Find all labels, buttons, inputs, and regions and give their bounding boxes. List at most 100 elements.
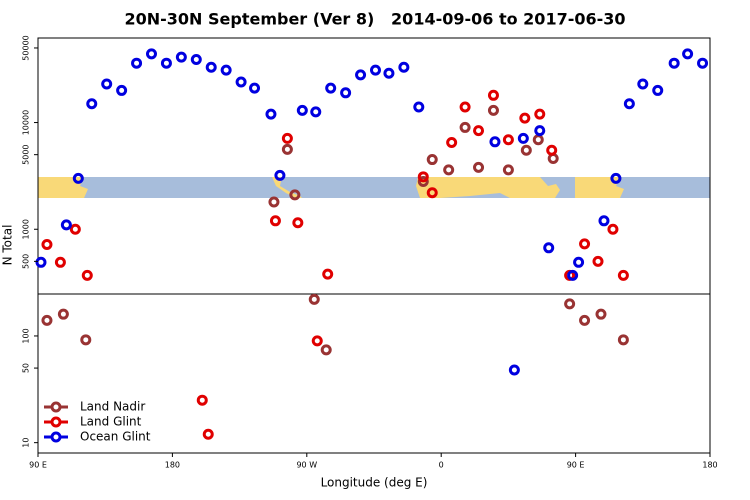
point — [355, 69, 367, 81]
point — [81, 269, 93, 281]
point — [86, 98, 98, 110]
point — [473, 125, 485, 137]
point — [567, 269, 579, 281]
point — [502, 134, 514, 146]
point — [564, 298, 576, 310]
point — [502, 164, 514, 176]
point — [80, 334, 92, 346]
legend-marker — [50, 431, 62, 443]
point — [579, 314, 591, 326]
point — [459, 101, 471, 113]
point — [269, 215, 281, 227]
point — [35, 256, 47, 268]
point — [489, 136, 501, 148]
point — [145, 48, 157, 60]
point — [459, 121, 471, 133]
point — [607, 223, 619, 235]
legend-label: Ocean Glint — [80, 430, 151, 444]
point — [413, 101, 425, 113]
point — [426, 154, 438, 166]
point — [289, 189, 301, 201]
point — [668, 57, 680, 69]
point — [296, 104, 308, 116]
y-tick-label: 10 — [22, 438, 31, 448]
point — [205, 61, 217, 73]
map-strip — [38, 177, 710, 198]
point — [443, 164, 455, 176]
chart-title: 20N-30N September (Ver 8) 2014-09-06 to … — [124, 10, 625, 29]
point — [281, 143, 293, 155]
point — [417, 171, 429, 183]
legend-marker — [50, 416, 62, 428]
point — [595, 308, 607, 320]
point — [160, 57, 172, 69]
point — [534, 108, 546, 120]
point — [325, 82, 337, 94]
point — [579, 238, 591, 250]
point — [543, 242, 555, 254]
y-tick-label: 100 — [22, 328, 31, 343]
point — [369, 64, 381, 76]
point — [196, 394, 208, 406]
y-axis-label: N Total — [1, 225, 15, 266]
point — [426, 187, 438, 199]
point — [487, 104, 499, 116]
point — [57, 308, 69, 320]
point — [320, 344, 332, 356]
point — [311, 335, 323, 347]
point — [72, 172, 84, 184]
legend-label: Land Nadir — [80, 400, 145, 414]
point — [292, 217, 304, 229]
point — [592, 255, 604, 267]
point — [249, 82, 261, 94]
point — [617, 334, 629, 346]
y-tick-label: 5000 — [22, 144, 31, 164]
point — [265, 108, 277, 120]
point — [610, 172, 622, 184]
point — [281, 132, 293, 144]
point — [487, 89, 499, 101]
point — [383, 67, 395, 79]
point — [202, 428, 214, 440]
legend-marker — [50, 401, 62, 413]
point — [546, 144, 558, 156]
point — [340, 87, 352, 99]
point — [398, 61, 410, 73]
point — [446, 137, 458, 149]
point — [308, 293, 320, 305]
point — [41, 238, 53, 250]
point — [508, 364, 520, 376]
point — [637, 78, 649, 90]
x-tick-label: 90 W — [296, 461, 317, 470]
plot-frame — [37, 37, 711, 454]
point — [534, 125, 546, 137]
y-tick-label: 10000 — [22, 110, 31, 135]
point — [175, 51, 187, 63]
point — [190, 53, 202, 65]
point — [697, 57, 709, 69]
point — [519, 112, 531, 124]
point — [220, 64, 232, 76]
point — [623, 98, 635, 110]
point — [652, 84, 664, 96]
point — [573, 256, 585, 268]
point — [520, 144, 532, 156]
legend-label: Land Glint — [80, 415, 142, 429]
marks — [35, 48, 709, 440]
y-tick-label: 50000 — [22, 35, 31, 60]
point — [101, 78, 113, 90]
point — [54, 256, 66, 268]
point — [547, 153, 559, 165]
point — [473, 161, 485, 173]
y-tick-label: 500 — [22, 254, 31, 269]
point — [322, 268, 334, 280]
point — [116, 84, 128, 96]
point — [235, 76, 247, 88]
y-tick-label: 1000 — [22, 219, 31, 239]
x-tick-label: 0 — [439, 461, 444, 470]
point — [682, 48, 694, 60]
x-tick-label: 180 — [702, 461, 717, 470]
point — [617, 269, 629, 281]
point — [310, 106, 322, 118]
